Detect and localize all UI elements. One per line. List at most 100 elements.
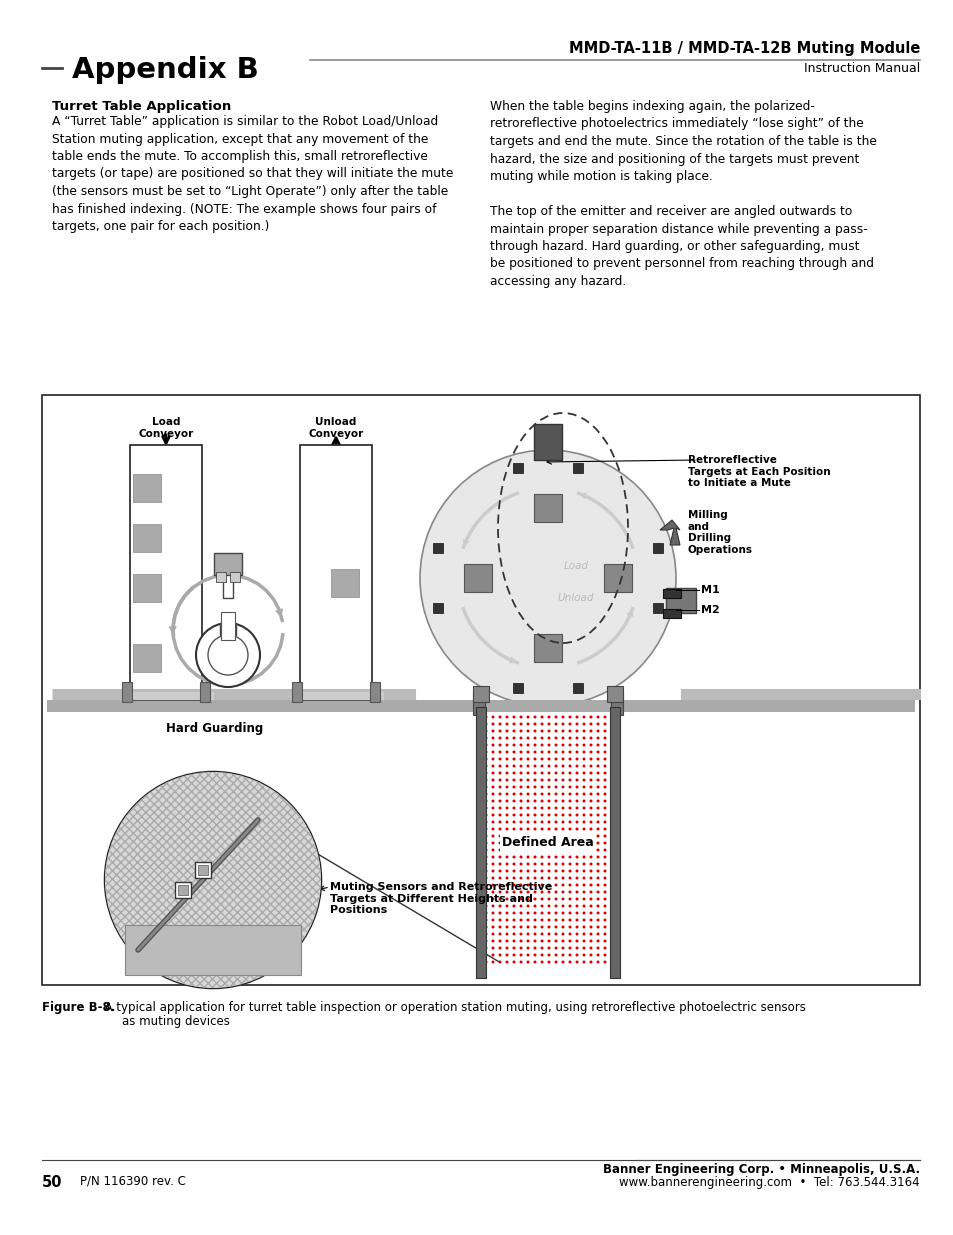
Circle shape — [575, 820, 578, 824]
Circle shape — [568, 785, 571, 788]
Circle shape — [519, 961, 522, 963]
Circle shape — [582, 946, 585, 950]
Circle shape — [561, 862, 564, 866]
Bar — [132, 574, 161, 601]
Circle shape — [603, 848, 606, 851]
Circle shape — [589, 940, 592, 942]
Circle shape — [540, 877, 543, 879]
Circle shape — [484, 961, 487, 963]
Circle shape — [505, 932, 508, 935]
Circle shape — [519, 743, 522, 746]
Circle shape — [547, 730, 550, 732]
Circle shape — [526, 862, 529, 866]
Bar — [606, 685, 622, 701]
Circle shape — [547, 772, 550, 774]
Circle shape — [603, 715, 606, 719]
Circle shape — [491, 940, 494, 942]
Circle shape — [561, 715, 564, 719]
Circle shape — [526, 953, 529, 956]
Circle shape — [596, 925, 598, 929]
Circle shape — [540, 946, 543, 950]
Circle shape — [519, 785, 522, 788]
Circle shape — [484, 757, 487, 761]
Circle shape — [526, 932, 529, 935]
Circle shape — [505, 835, 508, 837]
Circle shape — [575, 869, 578, 872]
Bar — [292, 682, 302, 701]
Circle shape — [512, 953, 515, 956]
Circle shape — [498, 932, 501, 935]
Bar — [194, 862, 211, 878]
Circle shape — [540, 778, 543, 782]
Circle shape — [589, 848, 592, 851]
Circle shape — [491, 877, 494, 879]
Circle shape — [603, 877, 606, 879]
Circle shape — [484, 841, 487, 845]
Circle shape — [547, 736, 550, 740]
Circle shape — [519, 835, 522, 837]
Circle shape — [419, 450, 676, 706]
Circle shape — [554, 778, 557, 782]
Circle shape — [498, 772, 501, 774]
Circle shape — [512, 890, 515, 893]
Circle shape — [589, 799, 592, 803]
Circle shape — [582, 736, 585, 740]
Circle shape — [554, 820, 557, 824]
Circle shape — [533, 785, 536, 788]
Bar — [653, 543, 662, 553]
Circle shape — [575, 814, 578, 816]
Circle shape — [533, 883, 536, 887]
Bar — [223, 563, 233, 598]
Circle shape — [491, 841, 494, 845]
Circle shape — [512, 736, 515, 740]
Circle shape — [512, 932, 515, 935]
Circle shape — [512, 946, 515, 950]
Circle shape — [540, 961, 543, 963]
Circle shape — [533, 799, 536, 803]
Circle shape — [575, 730, 578, 732]
Circle shape — [547, 919, 550, 921]
Circle shape — [498, 862, 501, 866]
Circle shape — [575, 946, 578, 950]
Circle shape — [568, 953, 571, 956]
Circle shape — [561, 820, 564, 824]
Circle shape — [596, 946, 598, 950]
Circle shape — [498, 778, 501, 782]
Circle shape — [512, 898, 515, 900]
Circle shape — [561, 814, 564, 816]
Circle shape — [195, 622, 260, 687]
Circle shape — [554, 799, 557, 803]
Text: M1: M1 — [700, 585, 719, 595]
Circle shape — [568, 946, 571, 950]
Circle shape — [540, 736, 543, 740]
Circle shape — [491, 715, 494, 719]
Circle shape — [554, 898, 557, 900]
Circle shape — [512, 778, 515, 782]
Circle shape — [554, 862, 557, 866]
Circle shape — [505, 925, 508, 929]
Circle shape — [505, 946, 508, 950]
Circle shape — [603, 856, 606, 858]
Circle shape — [561, 806, 564, 809]
Circle shape — [582, 953, 585, 956]
Circle shape — [526, 883, 529, 887]
Circle shape — [540, 841, 543, 845]
Circle shape — [526, 778, 529, 782]
Circle shape — [498, 785, 501, 788]
Bar — [230, 572, 240, 582]
Circle shape — [575, 911, 578, 914]
Circle shape — [589, 841, 592, 845]
Circle shape — [603, 835, 606, 837]
Circle shape — [533, 911, 536, 914]
Circle shape — [547, 757, 550, 761]
Circle shape — [575, 925, 578, 929]
Circle shape — [561, 946, 564, 950]
Circle shape — [589, 925, 592, 929]
Circle shape — [596, 890, 598, 893]
Circle shape — [491, 835, 494, 837]
Circle shape — [561, 772, 564, 774]
Circle shape — [505, 862, 508, 866]
Circle shape — [568, 925, 571, 929]
Circle shape — [519, 862, 522, 866]
Circle shape — [547, 827, 550, 830]
